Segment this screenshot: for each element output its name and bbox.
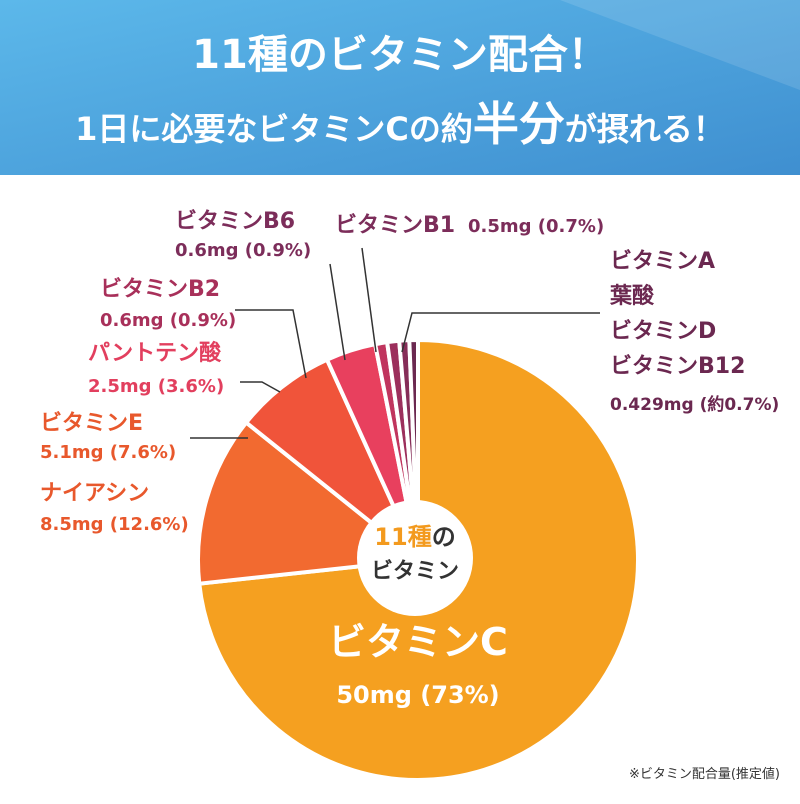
center-label: 11種の: [374, 523, 455, 551]
leader-line: [329, 263, 346, 361]
slice-label: ビタミンC: [328, 620, 508, 664]
subtitle-emphasis: 半分: [473, 97, 565, 151]
value-label: 2.5mg (3.6%): [88, 376, 224, 397]
value-label: 8.5mg (12.6%): [40, 514, 189, 535]
subtitle-part: 1日に必要なビタミンCの約: [75, 110, 473, 148]
header-band: [0, 0, 800, 175]
slice-label: ビタミンB6: [175, 209, 295, 234]
center-hole: [357, 500, 473, 616]
center-label-part: ビタミン: [371, 559, 459, 584]
slice-label: ビタミンB1: [335, 213, 455, 238]
leader-line: [235, 309, 307, 379]
value-label: 0.6mg (0.9%): [175, 240, 311, 261]
center-label-part: の: [432, 523, 456, 551]
slice-label: ビタミンB2: [100, 277, 220, 302]
slice-label: 葉酸: [609, 284, 655, 309]
slice-label: パントテン酸: [88, 341, 222, 366]
title: 11種のビタミン配合！: [192, 32, 608, 78]
value-label: 0.6mg (0.9%): [100, 310, 236, 331]
center-label-count: 11種: [374, 523, 431, 551]
leader-line: [401, 312, 600, 353]
value-label: 5.1mg (7.6%): [40, 442, 176, 463]
leader-line: [240, 381, 281, 393]
value-label: 50mg (73%): [336, 681, 499, 709]
slice-label: ナイアシン: [40, 481, 149, 506]
leader-line: [361, 247, 377, 353]
subtitle-part: が摂れる！: [565, 110, 725, 148]
slice-label: ビタミンB12: [610, 354, 745, 379]
slice-label: ビタミンA: [610, 249, 715, 274]
footnote: ※ビタミン配合量(推定値): [629, 766, 780, 782]
value-label: 0.429mg (約0.7%): [610, 394, 779, 415]
subtitle: 1日に必要なビタミンCの約半分が摂れる！: [75, 97, 725, 151]
slice-label: ビタミンE: [40, 411, 143, 436]
value-label: 0.5mg (0.7%): [468, 216, 604, 237]
labels: ビタミンC 50mg (73%) ナイアシン 8.5mg (12.6%) ビタミンE 5.…: [40, 209, 779, 709]
slice-label: ビタミンD: [610, 319, 716, 344]
header-decoration: [560, 0, 800, 90]
